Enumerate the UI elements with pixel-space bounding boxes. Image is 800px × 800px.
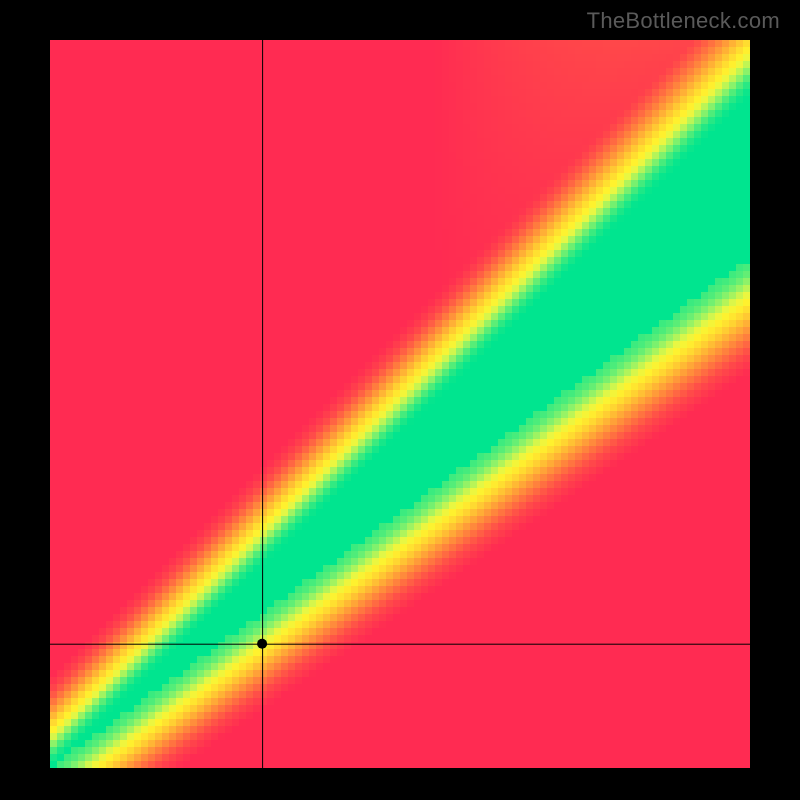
watermark-text: TheBottleneck.com bbox=[587, 8, 780, 34]
chart-container: TheBottleneck.com bbox=[0, 0, 800, 800]
heatmap-plot bbox=[50, 40, 750, 770]
heatmap-canvas bbox=[50, 40, 750, 770]
